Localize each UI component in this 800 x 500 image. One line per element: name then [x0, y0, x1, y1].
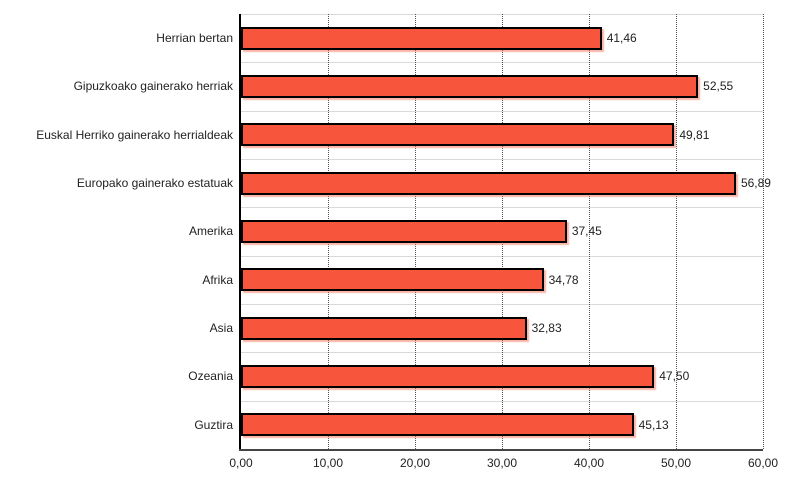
category-label: Asia [209, 321, 233, 336]
value-label: 32,83 [531, 321, 562, 336]
category-label: Euskal Herriko gainerako herrialdeak [36, 127, 233, 142]
category-label: Ozeania [188, 369, 233, 384]
y-axis-line [239, 14, 241, 451]
category-label: Herrian bertan [156, 31, 233, 46]
category-label: Gipuzkoako gainerako herriak [73, 79, 233, 94]
bar [241, 268, 544, 292]
bar [241, 26, 602, 50]
bar [241, 316, 527, 340]
x-tick-label: 30,00 [486, 456, 518, 470]
value-label: 49,81 [679, 127, 710, 142]
x-tick-label: 60,00 [747, 456, 779, 470]
value-label: 34,78 [548, 272, 579, 287]
category-label: Guztira [194, 417, 233, 432]
x-tick-label: 50,00 [660, 456, 692, 470]
value-label: 47,50 [659, 369, 690, 384]
bar [241, 171, 736, 195]
value-label: 41,46 [606, 31, 637, 46]
value-label: 45,13 [638, 417, 669, 432]
vertical-gridline [589, 14, 590, 449]
x-axis-line [239, 449, 763, 451]
x-tick-label: 0,00 [229, 456, 253, 470]
bar [241, 123, 675, 147]
value-label: 37,45 [571, 224, 602, 239]
bar [241, 220, 567, 243]
x-tick-label: 40,00 [573, 456, 605, 470]
x-tick-label: 20,00 [399, 456, 431, 470]
vertical-gridline [763, 14, 764, 449]
category-label: Amerika [188, 224, 233, 239]
bar [241, 413, 634, 437]
vertical-gridline [676, 14, 677, 449]
category-label: Afrika [202, 272, 233, 287]
value-label: 56,89 [740, 176, 771, 191]
x-tick-label: 10,00 [312, 456, 344, 470]
value-label: 52,55 [703, 79, 734, 94]
category-label: Europako gainerako estatuak [76, 176, 233, 191]
bar [241, 365, 655, 388]
bar [241, 75, 699, 98]
